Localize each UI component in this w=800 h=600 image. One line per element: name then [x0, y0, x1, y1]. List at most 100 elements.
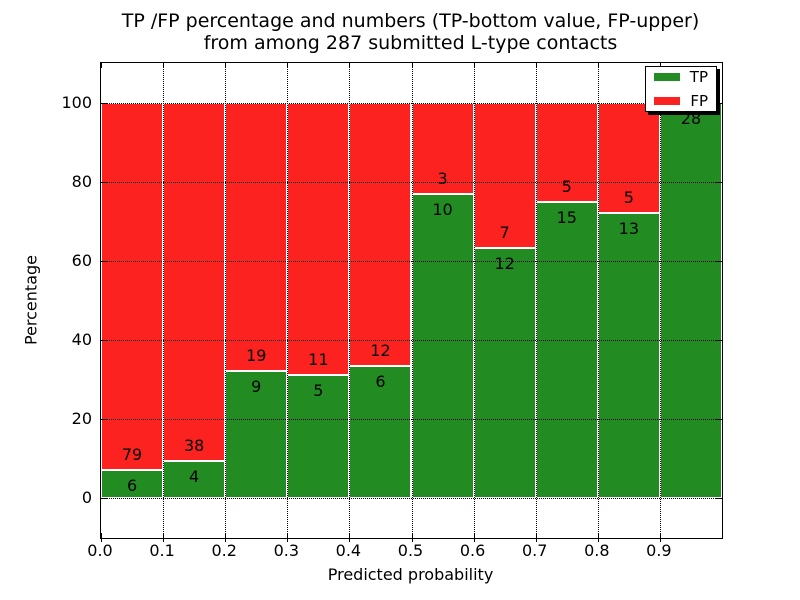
x-tick-mark-top: [535, 63, 537, 68]
plot-area: 6 79 4 38 9 19 5 11 6 12 10 3 12 7 15 5 13 5 28: [100, 62, 723, 542]
y-tick-label: 100: [61, 92, 92, 112]
y-tick-label: 60: [71, 250, 92, 270]
x-tick-label: 0.3: [273, 541, 300, 560]
tp-count-label: 4: [189, 466, 200, 486]
y-tick-mark-right: [716, 102, 722, 104]
fp-count-label: 79: [121, 445, 143, 465]
tp-count-label: 5: [313, 380, 324, 400]
x-tick-mark-top: [659, 63, 661, 68]
legend-item-tp: TP: [654, 69, 708, 85]
vertical-gridline: [535, 63, 537, 538]
x-tick-mark-top: [597, 63, 599, 68]
bar-segment-fp: [349, 102, 412, 367]
tp-count-label: 15: [556, 207, 577, 227]
tp-count-label: 6: [126, 476, 138, 496]
fp-count-label: 7: [499, 223, 510, 243]
vertical-gridline: [659, 63, 661, 538]
fp-color-swatch: [654, 97, 680, 105]
bar-segment-tp: [473, 248, 536, 499]
bar-segment-tp: [101, 470, 164, 499]
x-tick-mark: [535, 533, 537, 542]
x-tick-label: 0.5: [397, 541, 424, 560]
horizontal-gridline: [101, 340, 722, 342]
y-tick-mark-right: [716, 260, 722, 262]
fp-count-label: 3: [437, 168, 448, 188]
y-tick-label: 80: [71, 171, 92, 191]
x-tick-label: 0.1: [149, 541, 175, 560]
y-tick-mark-right: [716, 498, 722, 500]
y-tick-mark: [101, 102, 107, 104]
x-tick-mark: [597, 533, 599, 542]
tp-count-label: 6: [375, 372, 386, 392]
y-tick-mark-right: [716, 340, 722, 342]
x-tick-mark-top: [225, 63, 227, 68]
y-axis-label: Percentage: [21, 254, 41, 346]
x-tick-label: 0.9: [646, 541, 672, 560]
y-tick-label: 40: [71, 330, 92, 350]
bar-segment-tp: [597, 212, 660, 499]
tp-count-label: 12: [494, 254, 515, 274]
x-tick-mark-top: [287, 63, 289, 68]
vertical-gridline: [473, 63, 475, 538]
legend-box: TP FP: [645, 66, 717, 112]
y-tick-mark-right: [716, 181, 722, 183]
vertical-gridline: [163, 63, 165, 538]
x-tick-mark: [225, 533, 227, 542]
bar-segment-tp: [287, 374, 350, 499]
x-tick-mark: [473, 533, 475, 542]
tp-color-swatch: [654, 73, 680, 81]
tp-count-label: 9: [251, 377, 262, 397]
vertical-gridline: [411, 63, 413, 538]
vertical-gridline: [349, 63, 351, 538]
vertical-gridline: [597, 63, 599, 538]
x-tick-mark: [287, 533, 289, 542]
fp-count-label: 5: [561, 176, 572, 196]
horizontal-gridline: [101, 181, 722, 183]
fp-count-label: 19: [246, 346, 267, 366]
y-tick-mark: [101, 498, 107, 500]
bar-segment-tp: [659, 102, 722, 499]
bar-segment-fp: [225, 102, 288, 372]
x-tick-mark: [411, 533, 413, 542]
horizontal-gridline: [101, 498, 722, 500]
x-tick-mark: [659, 533, 661, 542]
vertical-gridline: [225, 63, 227, 538]
bar-segment-fp: [101, 102, 164, 471]
x-tick-label: 0.7: [521, 541, 548, 560]
y-tick-mark: [101, 340, 107, 342]
x-tick-mark-top: [411, 63, 413, 68]
horizontal-gridline: [101, 102, 722, 104]
bar-segment-tp: [411, 193, 474, 499]
bar-segment-tp: [163, 460, 226, 499]
y-tick-label: 20: [71, 409, 92, 429]
x-tick-label: 0.0: [87, 541, 113, 560]
x-tick-mark: [349, 533, 351, 542]
fp-count-label: 38: [183, 435, 205, 455]
tp-count-label: 28: [680, 108, 702, 128]
y-tick-mark-right: [716, 419, 722, 421]
x-tick-mark-top: [473, 63, 475, 68]
y-tick-mark: [101, 419, 107, 421]
horizontal-gridline: [101, 260, 722, 262]
fp-count-label: 12: [370, 341, 391, 361]
tp-count-label: 10: [432, 199, 453, 219]
x-tick-mark-top: [101, 63, 102, 68]
chart-title-line2: from among 287 submitted L-type contacts: [203, 32, 618, 54]
bar-segment-tp: [535, 201, 598, 499]
x-tick-mark: [101, 533, 102, 542]
fp-count-label: 5: [623, 187, 634, 207]
bar-segment-fp: [287, 102, 350, 375]
x-tick-label: 0.6: [459, 541, 486, 560]
y-tick-mark: [101, 260, 107, 262]
x-tick-mark-top: [349, 63, 351, 68]
x-tick-mark-top: [163, 63, 165, 68]
x-tick-label: 0.2: [211, 541, 237, 560]
fp-count-label: 11: [308, 349, 329, 369]
legend-label-fp: FP: [690, 91, 708, 110]
x-tick-mark: [163, 533, 165, 542]
y-tick-label: 0: [81, 488, 92, 508]
x-axis-label: Predicted probability: [327, 565, 494, 584]
bar-segment-fp: [163, 102, 226, 461]
y-tick-mark: [101, 181, 107, 183]
